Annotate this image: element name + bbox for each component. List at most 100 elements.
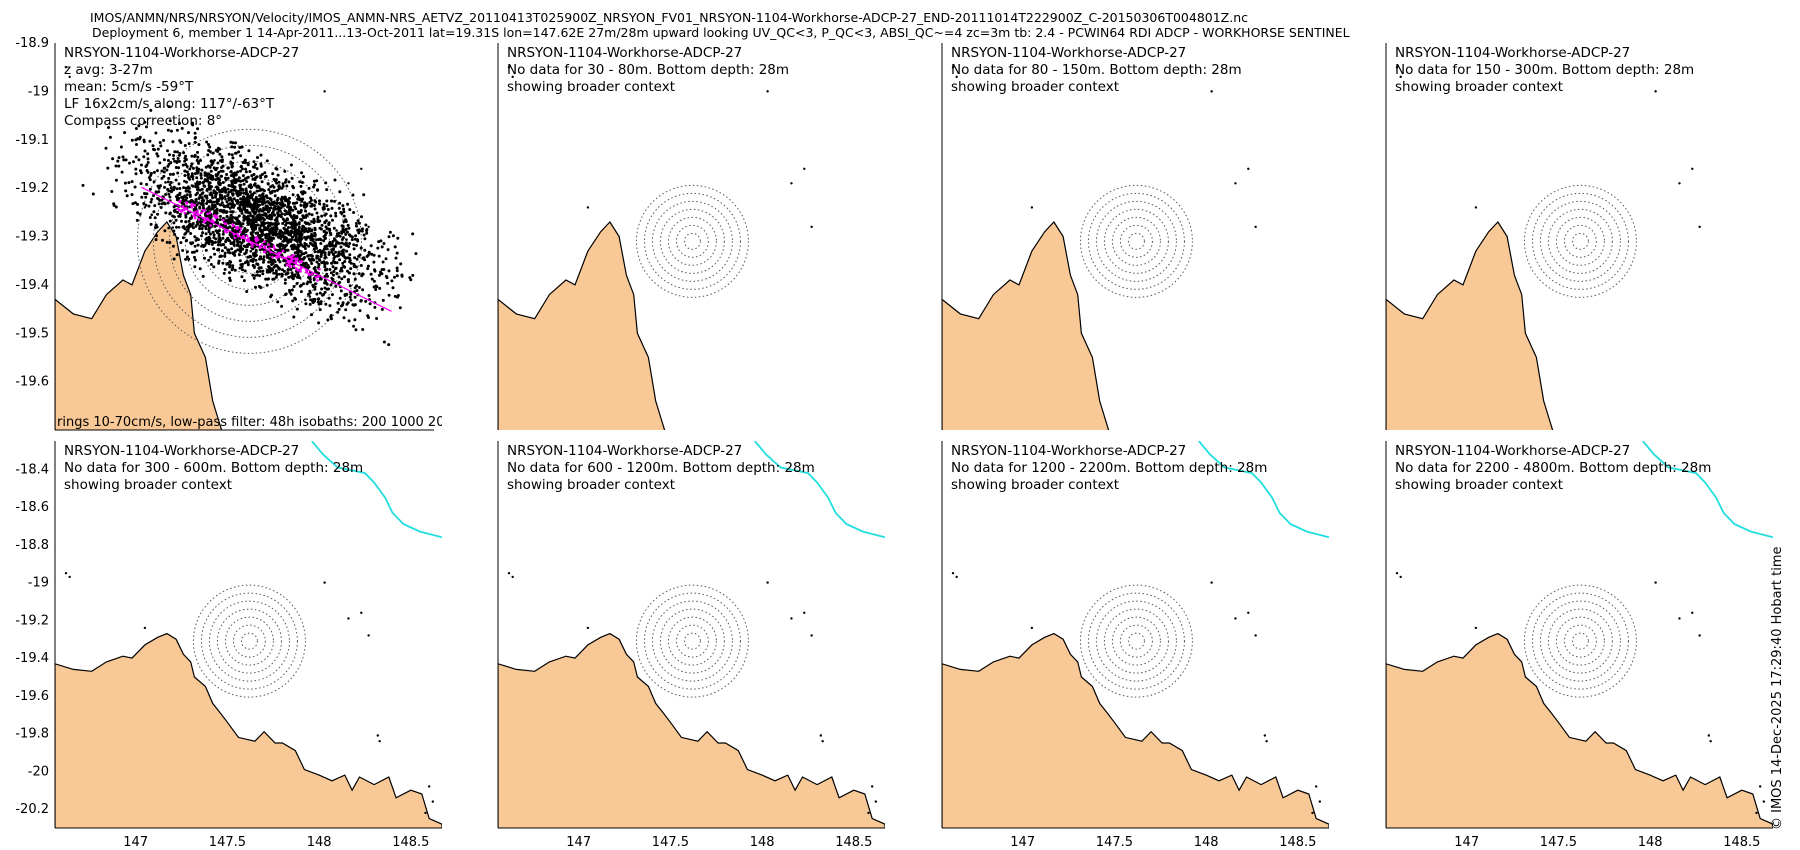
velocity-ring: [1095, 200, 1177, 282]
land-area: [498, 221, 666, 430]
panel-info-text: showing broader context: [64, 477, 232, 493]
velocity-ring: [1127, 632, 1145, 650]
island-dot: [143, 626, 147, 630]
y-tick-label: -18.4: [15, 462, 49, 477]
panel-info-text: showing broader context: [1395, 477, 1563, 493]
panel-info-text: NRSYON-1104-Workhorse-ADCP-27: [951, 443, 1186, 459]
island-dot: [367, 225, 370, 229]
island-dot: [1254, 225, 1257, 229]
island-dot: [951, 571, 955, 575]
island-dot: [64, 571, 68, 575]
island-dot: [821, 497, 823, 499]
island-dot: [1698, 225, 1701, 229]
velocity-ring: [1127, 232, 1145, 250]
island-dot: [766, 581, 769, 584]
velocity-ring: [136, 128, 362, 354]
island-dot: [367, 634, 370, 637]
x-tick-label: 147: [1454, 835, 1479, 850]
velocity-ring: [1119, 224, 1153, 258]
velocity-ring: [1555, 616, 1605, 666]
island-dot: [378, 739, 381, 743]
velocity-ring: [643, 592, 741, 690]
map-panel-6: 147 147.5 148 148.5 NRSYON-1104-Workhorse-AD…: [497, 441, 885, 850]
velocity-scatter: [81, 105, 418, 347]
x-tick-label: 148: [750, 835, 775, 850]
island-dot: [1247, 611, 1250, 614]
panel-plot-area: [1386, 441, 1773, 828]
island-dot: [874, 800, 878, 803]
island-dot: [586, 206, 590, 209]
panel-info-text: No data for 80 - 150m. Bottom depth: 28m: [951, 62, 1242, 78]
velocity-ring: [1111, 616, 1161, 666]
velocity-ring: [1079, 184, 1193, 298]
panel-info-text: No data for 1200 - 2200m. Bottom depth: …: [951, 460, 1267, 476]
island-dot: [586, 626, 590, 630]
panel-footer-text: rings 10-70cm/s, low-pass filter: 48h is…: [57, 415, 498, 430]
isobath-line: [311, 441, 442, 539]
island-dot: [1708, 482, 1710, 484]
velocity-ring: [1087, 592, 1185, 690]
island-dot: [1210, 90, 1213, 93]
panel-info-text: No data for 150 - 300m. Bottom depth: 28…: [1395, 62, 1694, 78]
land-area: [942, 221, 1110, 430]
x-tick-label: 147.5: [209, 835, 246, 850]
island-dot: [951, 65, 955, 69]
panel-plot-area: [942, 65, 1321, 653]
x-tick-label: 147.5: [1540, 835, 1577, 850]
island-dot: [871, 613, 873, 615]
island-dot: [1318, 800, 1322, 803]
island-dot: [143, 206, 147, 209]
velocity-ring: [1095, 600, 1177, 682]
velocity-ring: [683, 232, 701, 250]
velocity-ring: [1531, 592, 1629, 690]
velocity-ring: [232, 624, 266, 658]
island-dot: [1319, 651, 1321, 653]
land-area: [1386, 221, 1554, 430]
island-dot: [870, 785, 874, 788]
y-tick-label: -19: [28, 84, 49, 99]
island-dot: [347, 617, 350, 620]
island-dot: [1762, 800, 1766, 803]
lowpass-scatter: [176, 199, 321, 282]
island-dot: [511, 575, 514, 579]
panel-info-text: showing broader context: [1395, 79, 1563, 95]
panel-info-text: mean: 5cm/s -59°T: [64, 79, 194, 95]
y-tick-label: -18.9: [15, 36, 49, 51]
y-tick-label: -19.3: [15, 230, 49, 245]
island-dot: [1399, 575, 1402, 579]
x-tick-label: 147: [1010, 835, 1035, 850]
island-dot: [821, 739, 824, 743]
credit-text: © IMOS 14-Dec-2025 17:29:40 Hobart time: [1770, 546, 1785, 830]
island-dot: [1709, 497, 1711, 499]
panel-info-text: showing broader context: [951, 79, 1119, 95]
isobath-line: [754, 441, 885, 539]
land-area: [55, 221, 223, 430]
island-dot: [1399, 75, 1402, 79]
island-dot: [432, 651, 434, 653]
island-dot: [1758, 785, 1762, 788]
velocity-ring: [1523, 584, 1637, 698]
island-dot: [790, 182, 793, 185]
land-area: [498, 632, 885, 828]
island-dot: [1264, 482, 1266, 484]
map-panel-5: -18.4 -18.6 -18.8 -19 -19.2 -19.4 -19.6 -19.8 -2…: [15, 441, 442, 850]
velocity-ring: [1103, 208, 1169, 274]
velocity-ring: [1079, 584, 1193, 698]
panel-info-text: NRSYON-1104-Workhorse-ADCP-27: [507, 443, 742, 459]
map-panel-7: 147 147.5 148 148.5 NRSYON-1104-Workhorse-AD…: [941, 441, 1329, 850]
panel-info-text: NRSYON-1104-Workhorse-ADCP-27: [507, 45, 742, 61]
island-dot: [507, 571, 511, 575]
y-tick-label: -19.2: [15, 613, 49, 628]
panel-info-text: No data for 300 - 600m. Bottom depth: 28…: [64, 460, 363, 476]
velocity-ring: [667, 616, 717, 666]
y-tick-label: -18.8: [15, 538, 49, 553]
panel-info-text: NRSYON-1104-Workhorse-ADCP-27: [1395, 443, 1630, 459]
panel-info-text: No data for 2200 - 4800m. Bottom depth: …: [1395, 460, 1711, 476]
velocity-ring: [1547, 608, 1613, 674]
panel-plot-area: [55, 441, 442, 828]
panel-info-text: NRSYON-1104-Workhorse-ADCP-27: [64, 45, 299, 61]
x-tick-label: 148.5: [1279, 835, 1316, 850]
island-dot: [1654, 581, 1657, 584]
